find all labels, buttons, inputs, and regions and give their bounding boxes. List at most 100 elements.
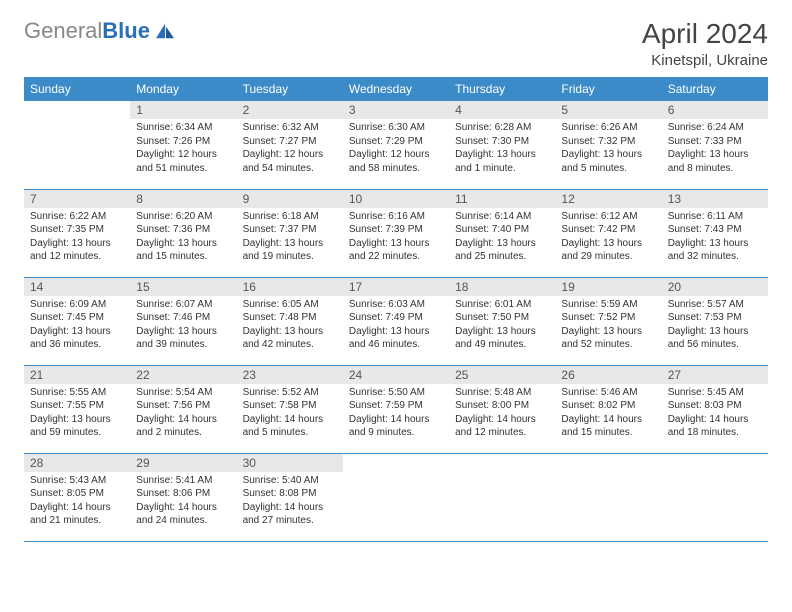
weekday-header: Wednesday: [343, 77, 449, 101]
calendar-day-cell: 5Sunrise: 6:26 AMSunset: 7:32 PMDaylight…: [555, 101, 661, 189]
day-content: Sunrise: 5:46 AMSunset: 8:02 PMDaylight:…: [555, 384, 661, 446]
day-content: Sunrise: 5:57 AMSunset: 7:53 PMDaylight:…: [662, 296, 768, 358]
day-content: Sunrise: 6:01 AMSunset: 7:50 PMDaylight:…: [449, 296, 555, 358]
calendar-table: SundayMondayTuesdayWednesdayThursdayFrid…: [24, 77, 768, 542]
day-number: 30: [237, 454, 343, 472]
day-number: 12: [555, 190, 661, 208]
day-number: 14: [24, 278, 130, 296]
day-content: Sunrise: 6:11 AMSunset: 7:43 PMDaylight:…: [662, 208, 768, 270]
calendar-day-cell: 14Sunrise: 6:09 AMSunset: 7:45 PMDayligh…: [24, 277, 130, 365]
calendar-day-cell: [24, 101, 130, 189]
header: GeneralBlue April 2024 Kinetspil, Ukrain…: [24, 18, 768, 69]
day-content: Sunrise: 5:43 AMSunset: 8:05 PMDaylight:…: [24, 472, 130, 534]
month-title: April 2024: [642, 18, 768, 50]
day-number: 21: [24, 366, 130, 384]
calendar-day-cell: 24Sunrise: 5:50 AMSunset: 7:59 PMDayligh…: [343, 365, 449, 453]
day-content: Sunrise: 5:41 AMSunset: 8:06 PMDaylight:…: [130, 472, 236, 534]
day-number: 13: [662, 190, 768, 208]
day-content: Sunrise: 6:12 AMSunset: 7:42 PMDaylight:…: [555, 208, 661, 270]
calendar-day-cell: 26Sunrise: 5:46 AMSunset: 8:02 PMDayligh…: [555, 365, 661, 453]
calendar-day-cell: 27Sunrise: 5:45 AMSunset: 8:03 PMDayligh…: [662, 365, 768, 453]
day-number: 6: [662, 101, 768, 119]
calendar-day-cell: 11Sunrise: 6:14 AMSunset: 7:40 PMDayligh…: [449, 189, 555, 277]
day-number: 11: [449, 190, 555, 208]
day-number: 1: [130, 101, 236, 119]
calendar-day-cell: 4Sunrise: 6:28 AMSunset: 7:30 PMDaylight…: [449, 101, 555, 189]
day-content: Sunrise: 6:28 AMSunset: 7:30 PMDaylight:…: [449, 119, 555, 181]
calendar-day-cell: [343, 453, 449, 541]
day-content: Sunrise: 6:14 AMSunset: 7:40 PMDaylight:…: [449, 208, 555, 270]
calendar-day-cell: 16Sunrise: 6:05 AMSunset: 7:48 PMDayligh…: [237, 277, 343, 365]
day-content: Sunrise: 6:30 AMSunset: 7:29 PMDaylight:…: [343, 119, 449, 181]
weekday-header: Saturday: [662, 77, 768, 101]
calendar-day-cell: 18Sunrise: 6:01 AMSunset: 7:50 PMDayligh…: [449, 277, 555, 365]
calendar-day-cell: 1Sunrise: 6:34 AMSunset: 7:26 PMDaylight…: [130, 101, 236, 189]
calendar-week-row: 7Sunrise: 6:22 AMSunset: 7:35 PMDaylight…: [24, 189, 768, 277]
location: Kinetspil, Ukraine: [642, 52, 768, 69]
day-number: 20: [662, 278, 768, 296]
calendar-day-cell: 21Sunrise: 5:55 AMSunset: 7:55 PMDayligh…: [24, 365, 130, 453]
calendar-week-row: 1Sunrise: 6:34 AMSunset: 7:26 PMDaylight…: [24, 101, 768, 189]
day-number: 10: [343, 190, 449, 208]
day-content: Sunrise: 5:40 AMSunset: 8:08 PMDaylight:…: [237, 472, 343, 534]
calendar-week-row: 21Sunrise: 5:55 AMSunset: 7:55 PMDayligh…: [24, 365, 768, 453]
title-block: April 2024 Kinetspil, Ukraine: [642, 18, 768, 69]
calendar-day-cell: 3Sunrise: 6:30 AMSunset: 7:29 PMDaylight…: [343, 101, 449, 189]
calendar-day-cell: 12Sunrise: 6:12 AMSunset: 7:42 PMDayligh…: [555, 189, 661, 277]
weekday-header-row: SundayMondayTuesdayWednesdayThursdayFrid…: [24, 77, 768, 101]
calendar-day-cell: 20Sunrise: 5:57 AMSunset: 7:53 PMDayligh…: [662, 277, 768, 365]
day-number: 4: [449, 101, 555, 119]
day-number: 17: [343, 278, 449, 296]
day-number: 29: [130, 454, 236, 472]
day-content: Sunrise: 5:48 AMSunset: 8:00 PMDaylight:…: [449, 384, 555, 446]
day-content: Sunrise: 5:50 AMSunset: 7:59 PMDaylight:…: [343, 384, 449, 446]
calendar-day-cell: 2Sunrise: 6:32 AMSunset: 7:27 PMDaylight…: [237, 101, 343, 189]
calendar-day-cell: 30Sunrise: 5:40 AMSunset: 8:08 PMDayligh…: [237, 453, 343, 541]
day-number: 8: [130, 190, 236, 208]
calendar-day-cell: [662, 453, 768, 541]
day-content: Sunrise: 6:03 AMSunset: 7:49 PMDaylight:…: [343, 296, 449, 358]
calendar-day-cell: [449, 453, 555, 541]
calendar-day-cell: 10Sunrise: 6:16 AMSunset: 7:39 PMDayligh…: [343, 189, 449, 277]
day-number: 15: [130, 278, 236, 296]
day-content: Sunrise: 5:54 AMSunset: 7:56 PMDaylight:…: [130, 384, 236, 446]
calendar-day-cell: 23Sunrise: 5:52 AMSunset: 7:58 PMDayligh…: [237, 365, 343, 453]
day-content: Sunrise: 6:16 AMSunset: 7:39 PMDaylight:…: [343, 208, 449, 270]
calendar-day-cell: [555, 453, 661, 541]
day-number: 3: [343, 101, 449, 119]
calendar-week-row: 14Sunrise: 6:09 AMSunset: 7:45 PMDayligh…: [24, 277, 768, 365]
calendar-day-cell: 8Sunrise: 6:20 AMSunset: 7:36 PMDaylight…: [130, 189, 236, 277]
day-content: Sunrise: 5:52 AMSunset: 7:58 PMDaylight:…: [237, 384, 343, 446]
weekday-header: Tuesday: [237, 77, 343, 101]
day-content: Sunrise: 6:32 AMSunset: 7:27 PMDaylight:…: [237, 119, 343, 181]
logo-text: GeneralBlue: [24, 18, 150, 44]
day-content: Sunrise: 6:09 AMSunset: 7:45 PMDaylight:…: [24, 296, 130, 358]
day-number: 5: [555, 101, 661, 119]
day-content: Sunrise: 5:55 AMSunset: 7:55 PMDaylight:…: [24, 384, 130, 446]
calendar-day-cell: 9Sunrise: 6:18 AMSunset: 7:37 PMDaylight…: [237, 189, 343, 277]
weekday-header: Sunday: [24, 77, 130, 101]
day-number: 26: [555, 366, 661, 384]
day-content: Sunrise: 5:59 AMSunset: 7:52 PMDaylight:…: [555, 296, 661, 358]
day-content: Sunrise: 6:18 AMSunset: 7:37 PMDaylight:…: [237, 208, 343, 270]
calendar-day-cell: 22Sunrise: 5:54 AMSunset: 7:56 PMDayligh…: [130, 365, 236, 453]
day-content: Sunrise: 6:20 AMSunset: 7:36 PMDaylight:…: [130, 208, 236, 270]
day-number: 25: [449, 366, 555, 384]
day-content: Sunrise: 6:05 AMSunset: 7:48 PMDaylight:…: [237, 296, 343, 358]
day-content: Sunrise: 6:34 AMSunset: 7:26 PMDaylight:…: [130, 119, 236, 181]
day-number: 16: [237, 278, 343, 296]
calendar-week-row: 28Sunrise: 5:43 AMSunset: 8:05 PMDayligh…: [24, 453, 768, 541]
day-number: 9: [237, 190, 343, 208]
logo: GeneralBlue: [24, 18, 176, 44]
day-number: 23: [237, 366, 343, 384]
calendar-body: 1Sunrise: 6:34 AMSunset: 7:26 PMDaylight…: [24, 101, 768, 541]
calendar-day-cell: 15Sunrise: 6:07 AMSunset: 7:46 PMDayligh…: [130, 277, 236, 365]
day-number: 7: [24, 190, 130, 208]
logo-sail-icon: [154, 22, 176, 40]
day-content: Sunrise: 6:07 AMSunset: 7:46 PMDaylight:…: [130, 296, 236, 358]
weekday-header: Monday: [130, 77, 236, 101]
calendar-day-cell: 25Sunrise: 5:48 AMSunset: 8:00 PMDayligh…: [449, 365, 555, 453]
calendar-day-cell: 19Sunrise: 5:59 AMSunset: 7:52 PMDayligh…: [555, 277, 661, 365]
day-content: Sunrise: 6:22 AMSunset: 7:35 PMDaylight:…: [24, 208, 130, 270]
weekday-header: Thursday: [449, 77, 555, 101]
